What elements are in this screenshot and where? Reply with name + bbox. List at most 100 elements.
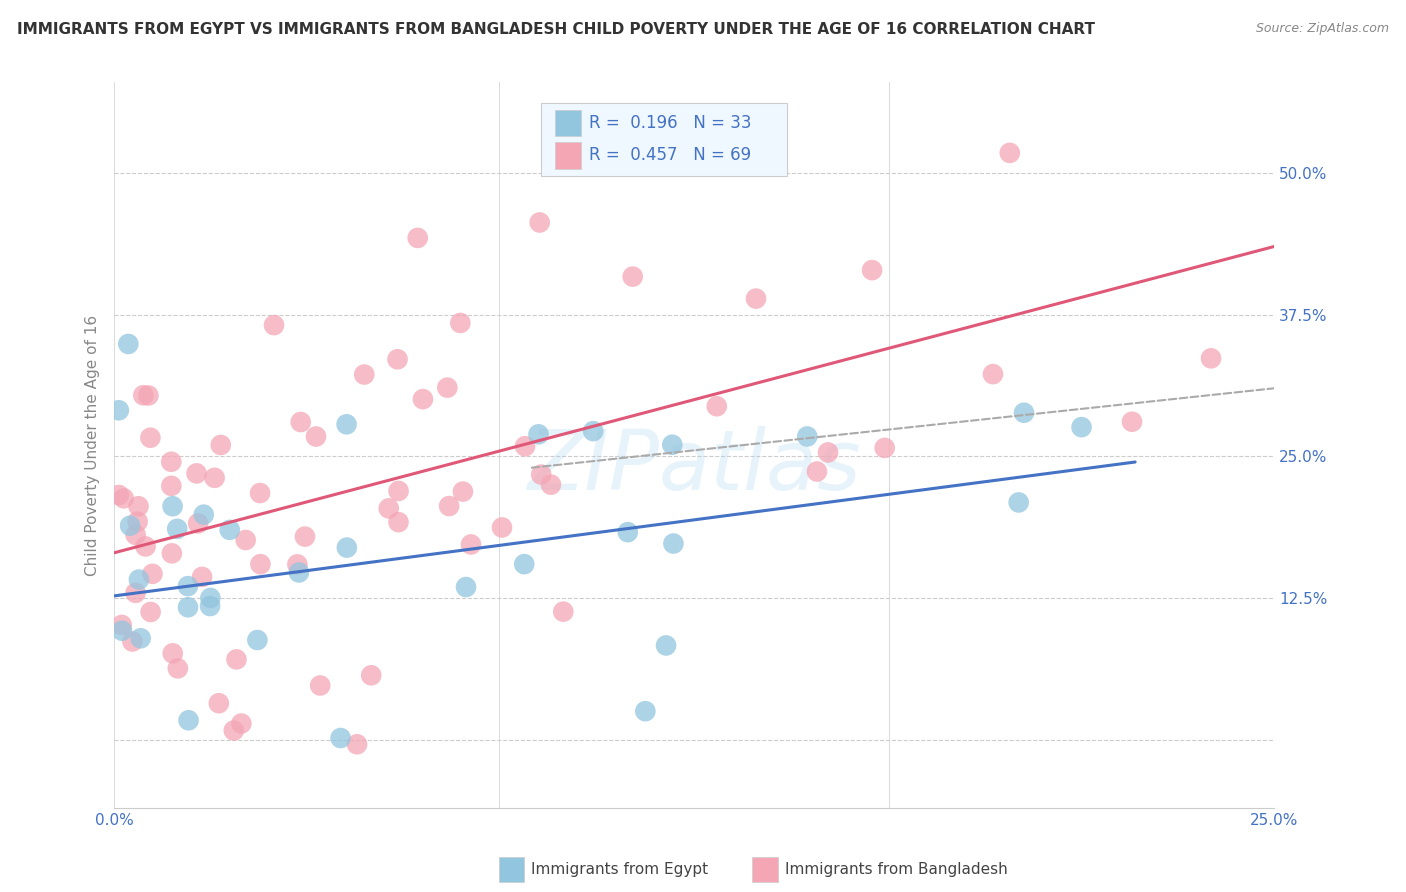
Point: [160, 455, 183, 469]
Point: [377, 501, 399, 516]
Point: [225, 652, 247, 666]
Point: [621, 269, 644, 284]
Text: R =  0.196   N = 33: R = 0.196 N = 33: [589, 114, 752, 132]
Point: [733, 127, 755, 141]
Point: [120, 518, 142, 533]
Point: [387, 352, 409, 367]
Point: [1199, 351, 1222, 366]
Point: [193, 508, 215, 522]
Point: [634, 704, 657, 718]
Point: [346, 737, 368, 751]
Point: [329, 731, 352, 745]
Point: [617, 525, 640, 540]
Text: Source: ZipAtlas.com: Source: ZipAtlas.com: [1256, 22, 1389, 36]
Point: [177, 579, 200, 593]
Point: [451, 484, 474, 499]
Point: [263, 318, 285, 332]
Point: [1008, 495, 1031, 509]
Point: [222, 723, 245, 738]
Point: [287, 558, 309, 572]
Point: [117, 337, 139, 351]
Point: [513, 557, 536, 571]
Point: [873, 441, 896, 455]
Point: [191, 570, 214, 584]
Point: [553, 605, 575, 619]
Point: [127, 515, 149, 529]
Text: ZIPatlas: ZIPatlas: [527, 426, 860, 508]
Point: [336, 541, 359, 555]
Point: [108, 403, 131, 417]
Point: [231, 716, 253, 731]
Point: [360, 668, 382, 682]
Point: [582, 424, 605, 438]
Point: [139, 431, 162, 445]
Point: [121, 634, 143, 648]
Point: [186, 467, 208, 481]
Point: [530, 467, 553, 482]
Point: [981, 367, 1004, 381]
Text: Immigrants from Egypt: Immigrants from Egypt: [531, 863, 709, 877]
Point: [806, 465, 828, 479]
Point: [437, 499, 460, 513]
Point: [454, 580, 477, 594]
Point: [246, 633, 269, 648]
Point: [294, 530, 316, 544]
Point: [387, 483, 409, 498]
Point: [139, 605, 162, 619]
Point: [540, 477, 562, 491]
Point: [128, 500, 150, 514]
Point: [208, 696, 231, 710]
Point: [129, 632, 152, 646]
Point: [513, 439, 536, 453]
Point: [209, 438, 232, 452]
Point: [387, 515, 409, 529]
Point: [436, 381, 458, 395]
Point: [124, 528, 146, 542]
Point: [132, 388, 155, 402]
Point: [162, 646, 184, 660]
Point: [491, 520, 513, 534]
Point: [1012, 406, 1035, 420]
Point: [177, 713, 200, 727]
Point: [288, 566, 311, 580]
Point: [406, 231, 429, 245]
Point: [135, 540, 157, 554]
Point: [160, 479, 183, 493]
Point: [460, 537, 482, 551]
Point: [108, 488, 131, 502]
Point: [160, 546, 183, 560]
Point: [166, 661, 188, 675]
Point: [249, 486, 271, 500]
Point: [141, 566, 163, 581]
Point: [111, 624, 134, 638]
Point: [162, 500, 184, 514]
Point: [138, 388, 160, 402]
Text: Immigrants from Bangladesh: Immigrants from Bangladesh: [785, 863, 1007, 877]
Point: [309, 678, 332, 692]
Point: [290, 415, 312, 429]
Point: [353, 368, 375, 382]
Point: [124, 586, 146, 600]
Y-axis label: Child Poverty Under the Age of 16: Child Poverty Under the Age of 16: [86, 314, 100, 575]
Point: [336, 417, 359, 432]
Text: R =  0.457   N = 69: R = 0.457 N = 69: [589, 146, 751, 164]
Point: [166, 522, 188, 536]
Point: [998, 145, 1021, 160]
Point: [412, 392, 434, 406]
Point: [661, 438, 683, 452]
Point: [235, 533, 257, 547]
Point: [662, 536, 685, 550]
Point: [655, 639, 678, 653]
Point: [527, 427, 550, 442]
Point: [218, 523, 240, 537]
Point: [1121, 415, 1143, 429]
Point: [111, 618, 134, 632]
Point: [796, 429, 818, 443]
Point: [112, 491, 135, 506]
Point: [187, 516, 209, 531]
Point: [860, 263, 883, 277]
Point: [200, 591, 222, 605]
Point: [817, 445, 839, 459]
Point: [249, 557, 271, 571]
Point: [449, 316, 471, 330]
